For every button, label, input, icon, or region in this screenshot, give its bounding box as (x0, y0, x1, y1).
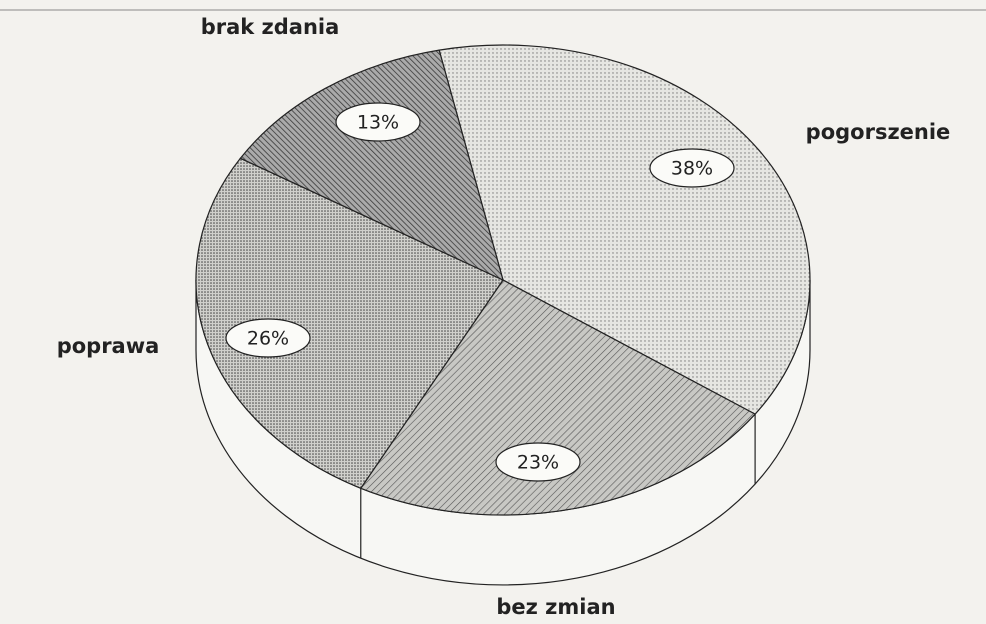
value-label-bubble (495, 442, 581, 482)
value-label-bubble (225, 318, 311, 358)
slice-label: bez zmian (496, 595, 615, 619)
value-label: 23% (517, 452, 559, 474)
pie-slice (239, 49, 504, 282)
value-label: 38% (671, 158, 713, 180)
value-label: 13% (357, 112, 399, 134)
value-label-bubble (649, 148, 735, 188)
slice-label: poprawa (57, 334, 160, 358)
pie-slice (438, 44, 811, 415)
slice-label: brak zdania (201, 15, 340, 39)
value-label-bubble (335, 102, 421, 142)
pie-slice (195, 157, 504, 489)
pie-slice (359, 279, 757, 516)
value-label: 26% (247, 328, 289, 350)
slice-label: pogorszenie (806, 120, 951, 144)
